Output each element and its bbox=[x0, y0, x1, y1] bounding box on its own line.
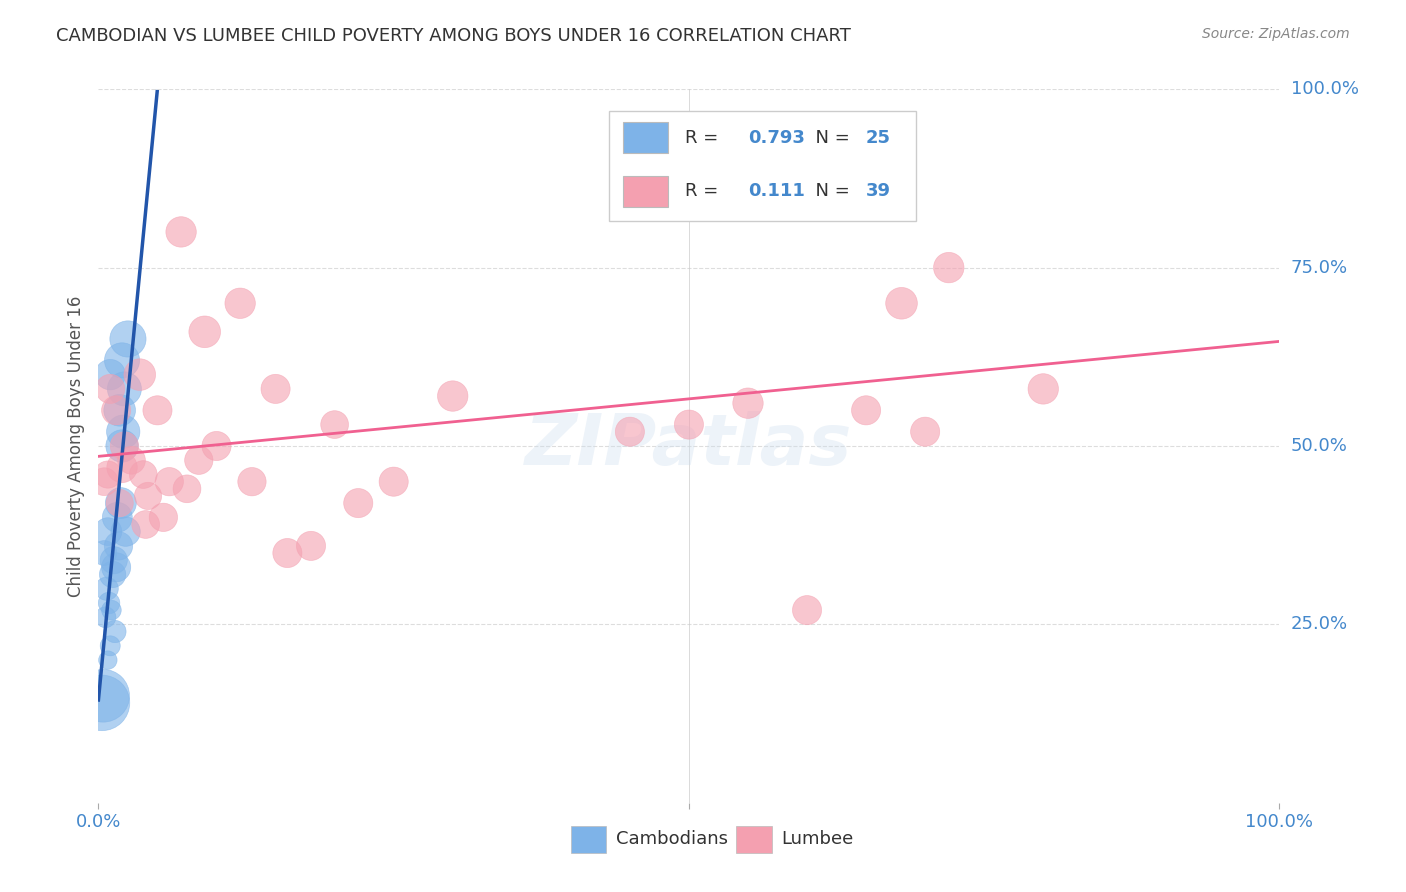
Text: N =: N = bbox=[803, 182, 855, 200]
Point bbox=[105, 510, 128, 524]
Point bbox=[170, 225, 193, 239]
Point bbox=[299, 539, 322, 553]
Point bbox=[117, 332, 139, 346]
Point bbox=[128, 368, 150, 382]
Point bbox=[108, 403, 131, 417]
Point bbox=[1032, 382, 1054, 396]
Point bbox=[107, 539, 129, 553]
Point bbox=[112, 382, 135, 396]
Point bbox=[97, 524, 120, 539]
Point bbox=[121, 453, 143, 467]
Point bbox=[914, 425, 936, 439]
Point bbox=[112, 425, 135, 439]
Point bbox=[104, 624, 127, 639]
Point bbox=[820, 153, 842, 168]
Point bbox=[796, 603, 818, 617]
Point bbox=[441, 389, 464, 403]
Point bbox=[619, 425, 641, 439]
Point bbox=[737, 396, 759, 410]
Text: 25: 25 bbox=[866, 128, 891, 146]
Point bbox=[678, 417, 700, 432]
Point bbox=[114, 524, 136, 539]
Text: 25.0%: 25.0% bbox=[1291, 615, 1348, 633]
Bar bbox=[623, 122, 668, 153]
Point bbox=[91, 689, 114, 703]
Point bbox=[98, 368, 121, 382]
FancyBboxPatch shape bbox=[609, 111, 915, 221]
Point bbox=[194, 325, 217, 339]
Point bbox=[157, 475, 180, 489]
Point bbox=[855, 403, 877, 417]
Point bbox=[187, 453, 209, 467]
Point bbox=[111, 439, 134, 453]
Text: 50.0%: 50.0% bbox=[1291, 437, 1347, 455]
Point bbox=[91, 696, 114, 710]
Point bbox=[890, 296, 912, 310]
Bar bbox=[623, 176, 668, 207]
Text: 0.111: 0.111 bbox=[748, 182, 804, 200]
Text: Lumbee: Lumbee bbox=[782, 830, 853, 848]
Point bbox=[132, 467, 155, 482]
Point bbox=[94, 610, 117, 624]
Text: 0.793: 0.793 bbox=[748, 128, 804, 146]
Text: ZIPatlas: ZIPatlas bbox=[526, 411, 852, 481]
Point bbox=[347, 496, 370, 510]
Point bbox=[264, 382, 287, 396]
Point bbox=[110, 496, 132, 510]
Point bbox=[136, 489, 159, 503]
Text: 100.0%: 100.0% bbox=[1291, 80, 1358, 98]
Point bbox=[276, 546, 298, 560]
Point bbox=[382, 475, 405, 489]
Point bbox=[152, 510, 174, 524]
Bar bbox=[737, 826, 772, 853]
Y-axis label: Child Poverty Among Boys Under 16: Child Poverty Among Boys Under 16 bbox=[66, 295, 84, 597]
Text: Cambodians: Cambodians bbox=[616, 830, 728, 848]
Text: R =: R = bbox=[685, 182, 724, 200]
Point bbox=[93, 546, 115, 560]
Point bbox=[93, 475, 115, 489]
Point bbox=[96, 582, 118, 596]
Point bbox=[112, 439, 135, 453]
Point bbox=[98, 382, 121, 396]
Point bbox=[323, 417, 346, 432]
Bar bbox=[571, 826, 606, 853]
Point bbox=[101, 567, 124, 582]
Text: Source: ZipAtlas.com: Source: ZipAtlas.com bbox=[1202, 27, 1350, 41]
Point bbox=[229, 296, 252, 310]
Point bbox=[111, 353, 134, 368]
Point bbox=[111, 460, 134, 475]
Point bbox=[98, 639, 121, 653]
Point bbox=[100, 603, 122, 617]
Point bbox=[108, 496, 131, 510]
Point bbox=[146, 403, 169, 417]
Text: 39: 39 bbox=[866, 182, 891, 200]
Point bbox=[97, 653, 120, 667]
Point bbox=[205, 439, 228, 453]
Point bbox=[135, 517, 157, 532]
Point bbox=[105, 560, 128, 574]
Point bbox=[938, 260, 960, 275]
Point bbox=[97, 467, 120, 482]
Text: 75.0%: 75.0% bbox=[1291, 259, 1348, 277]
Text: N =: N = bbox=[803, 128, 855, 146]
Point bbox=[240, 475, 263, 489]
Text: R =: R = bbox=[685, 128, 724, 146]
Point bbox=[103, 553, 125, 567]
Point bbox=[98, 596, 121, 610]
Point bbox=[105, 403, 128, 417]
Text: CAMBODIAN VS LUMBEE CHILD POVERTY AMONG BOYS UNDER 16 CORRELATION CHART: CAMBODIAN VS LUMBEE CHILD POVERTY AMONG … bbox=[56, 27, 851, 45]
Point bbox=[176, 482, 198, 496]
